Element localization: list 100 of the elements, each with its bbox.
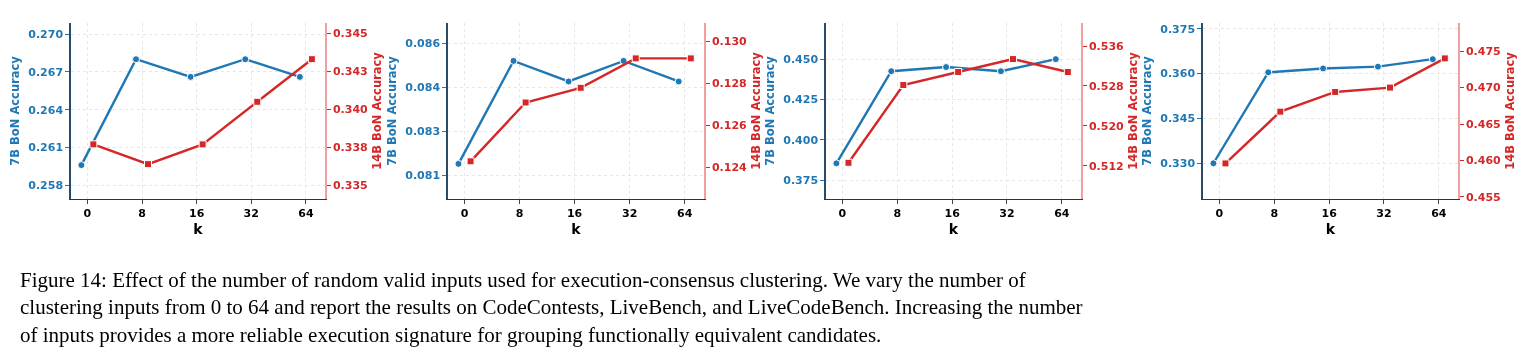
point <box>674 77 683 86</box>
x-tick-label: 8 <box>1270 207 1279 221</box>
y-tick-label: 0.267 <box>28 65 64 79</box>
caption: Figure 14: Effect of the number of random valid inputs used for execution-consensus clustering. We vary the number of clustering inputs from 0 to 64 and report the results on CodeContests, LiveBench, and LiveCodeBench. Increasing the number of inputs provides a more reliable execution signature for grouping functionally equivalent candidates. <box>20 268 1083 347</box>
x-tick-label: 64 <box>298 207 314 221</box>
y2-tick-label: 0.335 <box>332 179 368 193</box>
y2-tick-label: 0.338 <box>332 141 368 155</box>
y2-tick-label: 0.465 <box>1465 117 1501 131</box>
point <box>942 63 951 72</box>
y-tick-label: 0.083 <box>405 125 441 139</box>
x-tick-label: 32 <box>243 207 259 221</box>
point <box>832 159 841 168</box>
point <box>954 68 963 77</box>
y-tick-label: 0.425 <box>783 93 819 107</box>
x-tick-label: 32 <box>999 207 1015 221</box>
y2-tick-label: 0.345 <box>332 27 368 41</box>
x-tick-label: 64 <box>1431 207 1447 221</box>
y2-axis-title: 14B BoN Accuracy <box>1503 51 1518 170</box>
x-axis-title: k <box>193 220 204 237</box>
point <box>1221 159 1230 168</box>
x-tick-label: 16 <box>1321 207 1338 221</box>
point <box>1009 55 1017 64</box>
y-tick-label: 0.261 <box>28 141 64 155</box>
y2-tick-label: 0.130 <box>711 35 748 49</box>
point <box>564 77 573 86</box>
y2-tick-label: 0.343 <box>332 65 368 79</box>
y-tick-label: 0.345 <box>1160 112 1196 126</box>
point <box>307 55 316 64</box>
y2-tick-label: 0.520 <box>1088 119 1125 133</box>
point <box>1264 68 1273 77</box>
x-tick-label: 8 <box>138 207 146 221</box>
point <box>1063 68 1072 77</box>
y-tick-label: 0.270 <box>28 27 64 41</box>
y-tick-label: 0.450 <box>783 52 819 66</box>
y2-axis-title: 14B BoN Accuracy <box>1126 51 1141 170</box>
point <box>996 67 1005 76</box>
y2-tick-label: 0.340 <box>332 103 369 117</box>
point <box>844 158 853 167</box>
y-axis-title: 7B BoN Accuracy <box>385 55 400 166</box>
x-axis-title: k <box>571 220 582 237</box>
y-tick-label: 0.400 <box>783 133 819 147</box>
x-tick-label: 16 <box>944 207 961 221</box>
point <box>186 72 195 81</box>
point <box>77 161 86 170</box>
point <box>198 140 207 149</box>
y-axis-title: 7B BoN Accuracy <box>8 55 23 166</box>
y2-tick-label: 0.455 <box>1465 190 1501 204</box>
point <box>1319 64 1328 73</box>
x-tick-label: 64 <box>677 207 693 221</box>
y2-tick-label: 0.128 <box>711 77 747 91</box>
x-axis-title: k <box>1325 220 1336 237</box>
x-tick-label: 32 <box>622 207 638 221</box>
y2-tick-label: 0.470 <box>1465 81 1502 95</box>
point <box>1386 83 1394 92</box>
x-tick-label: 32 <box>1376 207 1392 221</box>
point <box>1051 55 1060 64</box>
point <box>686 54 695 63</box>
point <box>132 55 140 64</box>
y2-tick-label: 0.536 <box>1088 39 1125 53</box>
y-axis-title: 7B BoN Accuracy <box>1140 55 1155 166</box>
point <box>1276 107 1285 116</box>
y-tick-label: 0.081 <box>405 169 441 183</box>
point <box>1373 62 1382 71</box>
x-tick-label: 0 <box>838 207 847 221</box>
point <box>887 67 896 76</box>
point <box>521 98 530 107</box>
x-tick-label: 0 <box>1215 207 1224 221</box>
y-tick-label: 0.375 <box>1160 22 1196 36</box>
point <box>576 83 585 92</box>
point <box>144 160 153 169</box>
point <box>1440 54 1449 63</box>
x-tick-label: 8 <box>515 207 524 221</box>
y-axis-title: 7B BoN Accuracy <box>763 55 778 166</box>
point <box>295 72 304 81</box>
y-tick-label: 0.330 <box>1160 157 1196 171</box>
y2-axis-title: 14B BoN Accuracy <box>749 51 764 170</box>
point <box>253 97 262 106</box>
y-tick-label: 0.375 <box>783 173 819 187</box>
y2-tick-label: 0.124 <box>711 161 748 175</box>
y2-tick-label: 0.460 <box>1465 154 1502 168</box>
point <box>1209 159 1218 168</box>
y-tick-label: 0.086 <box>405 37 441 51</box>
point <box>899 80 908 89</box>
point <box>1428 55 1437 64</box>
y2-tick-label: 0.126 <box>711 119 748 133</box>
point <box>89 140 98 149</box>
x-tick-label: 16 <box>566 207 583 221</box>
x-tick-label: 8 <box>893 207 902 221</box>
x-tick-label: 0 <box>83 207 92 221</box>
y-tick-label: 0.360 <box>1160 67 1196 81</box>
y-tick-label: 0.264 <box>28 103 64 117</box>
point <box>631 54 640 63</box>
point <box>241 55 250 64</box>
x-tick-label: 0 <box>460 207 469 221</box>
y2-tick-label: 0.512 <box>1088 159 1124 173</box>
x-tick-label: 64 <box>1054 207 1070 221</box>
point <box>509 56 518 65</box>
y2-axis-title: 14B BoN Accuracy <box>370 51 385 170</box>
point <box>466 157 475 166</box>
y-tick-label: 0.258 <box>28 179 64 193</box>
